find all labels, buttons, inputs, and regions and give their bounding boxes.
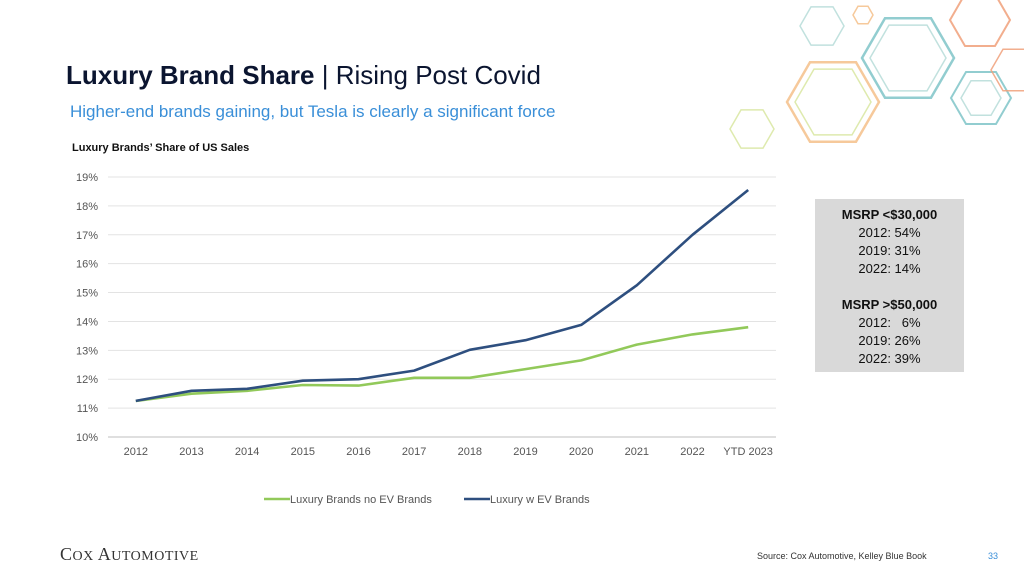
x-tick-label: 2018 xyxy=(458,446,482,458)
callout-line: 2019: 31% xyxy=(858,243,921,258)
y-tick-label: 18% xyxy=(76,201,98,213)
x-tick-label: 2021 xyxy=(625,446,649,458)
y-tick-label: 15% xyxy=(76,288,98,300)
y-tick-label: 12% xyxy=(76,374,98,386)
series-line-luxury-no-ev xyxy=(135,325,749,403)
x-tick-label: 2017 xyxy=(402,446,426,458)
callout-line: 2022: 14% xyxy=(858,261,921,276)
y-tick-label: 16% xyxy=(76,259,98,271)
series-line-luxury-with-ev xyxy=(135,188,750,403)
hexagon-shape xyxy=(990,48,1024,92)
chart-title: Luxury Brands’ Share of US Sales xyxy=(72,142,250,154)
callout-line: 2012: 6% xyxy=(858,315,921,330)
hexagon-shape xyxy=(860,16,956,100)
hexagon-shape xyxy=(949,71,1013,125)
callout-line: 2019: 26% xyxy=(858,333,921,348)
page-subtitle: Higher-end brands gaining, but Tesla is … xyxy=(70,102,556,121)
x-tick-label: 2014 xyxy=(235,446,259,458)
y-tick-label: 17% xyxy=(76,230,98,242)
page-number: 33 xyxy=(988,551,999,561)
hexagon-shape xyxy=(869,24,947,92)
x-tick-label: 2022 xyxy=(680,446,704,458)
legend-label: Luxury Brands no EV Brands xyxy=(290,494,432,506)
msrp-callout-box: MSRP <$30,000 2012: 54% 2019: 31% 2022: … xyxy=(815,199,964,372)
y-tick-label: 11% xyxy=(77,403,98,415)
hexagon-shape xyxy=(794,68,872,136)
y-tick-label: 14% xyxy=(76,316,98,328)
y-tick-label: 10% xyxy=(76,432,98,444)
hexagon-shape xyxy=(852,5,874,25)
legend-label: Luxury w EV Brands xyxy=(490,494,590,506)
callout-heading-over-50k: MSRP >$50,000 xyxy=(841,297,938,312)
x-tick-label: YTD 2023 xyxy=(723,446,773,458)
hexagon-shape xyxy=(729,109,775,149)
x-tick-label: 2013 xyxy=(179,446,203,458)
x-tick-label: 2015 xyxy=(291,446,315,458)
x-tick-label: 2012 xyxy=(124,446,148,458)
x-tick-label: 2016 xyxy=(346,446,370,458)
cox-automotive-logo: COX AUTOMOTIVE xyxy=(60,544,199,564)
x-tick-label: 2019 xyxy=(513,446,537,458)
page-title: Luxury Brand Share | Rising Post Covid xyxy=(66,60,541,91)
y-tick-label: 19% xyxy=(76,172,98,184)
hexagon-shape xyxy=(799,6,845,46)
x-tick-label: 2020 xyxy=(569,446,593,458)
callout-line: 2012: 54% xyxy=(858,225,921,240)
hexagon-shape xyxy=(785,60,881,144)
callout-heading-under-30k: MSRP <$30,000 xyxy=(841,207,938,222)
hexagon-shape xyxy=(960,79,1002,117)
title-bold: Luxury Brand Share xyxy=(66,60,315,90)
title-rest: | Rising Post Covid xyxy=(314,60,541,90)
y-tick-label: 13% xyxy=(76,345,98,357)
callout-line: 2022: 39% xyxy=(858,351,921,366)
hexagon-shape xyxy=(948,0,1012,47)
source-note: Source: Cox Automotive, Kelley Blue Book xyxy=(757,551,927,561)
